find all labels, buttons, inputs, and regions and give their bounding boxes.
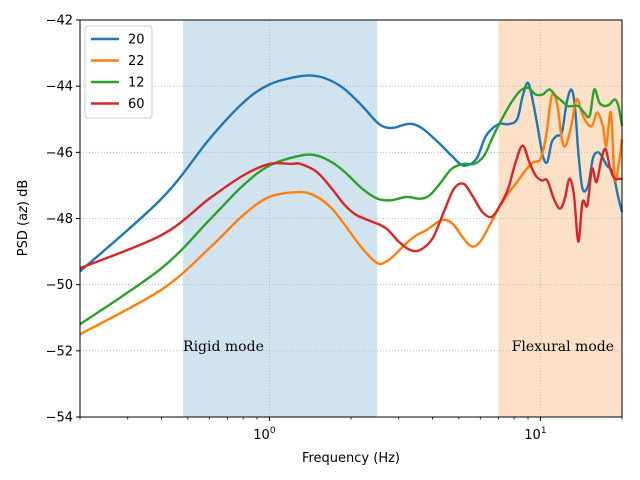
x-axis-label: Frequency (Hz) [302,451,400,466]
series-lines [79,74,624,336]
grid-lines [80,20,622,417]
region-label-0: Rigid mode [183,339,264,355]
legend: 20 22 12 60 [84,25,153,119]
legend-label-20: 20 [128,33,145,48]
region-labels: Rigid mode Flexural mode [183,339,614,355]
y-tick-label-4: −46 [46,146,73,161]
y-tick-label-3: −48 [46,212,73,227]
legend-label-12: 12 [128,76,145,91]
x-tick-label-0: 100 [253,426,276,443]
y-tick-label-6: −42 [46,14,73,29]
y-tick-label-1: −52 [46,344,73,359]
y-tick-label-5: −44 [46,80,73,95]
y-axis-label: PSD (az) dB [16,180,31,256]
legend-label-60: 60 [128,97,145,112]
legend-label-22: 22 [128,54,145,69]
y-tick-label-2: −50 [46,278,73,293]
x-tick-label-1: 101 [524,426,546,443]
series-line-60 [79,144,622,270]
series-line-22 [79,92,624,336]
x-axis-ticks: 100 101 [79,417,623,443]
legend-box [84,25,153,119]
y-axis-ticks: −54 −52 −50 −48 −46 −44 −42 [46,14,80,426]
region-label-1: Flexural mode [512,339,614,355]
series-line-12 [79,86,624,326]
y-tick-label-0: −54 [46,411,73,426]
series-line-20 [79,74,624,273]
